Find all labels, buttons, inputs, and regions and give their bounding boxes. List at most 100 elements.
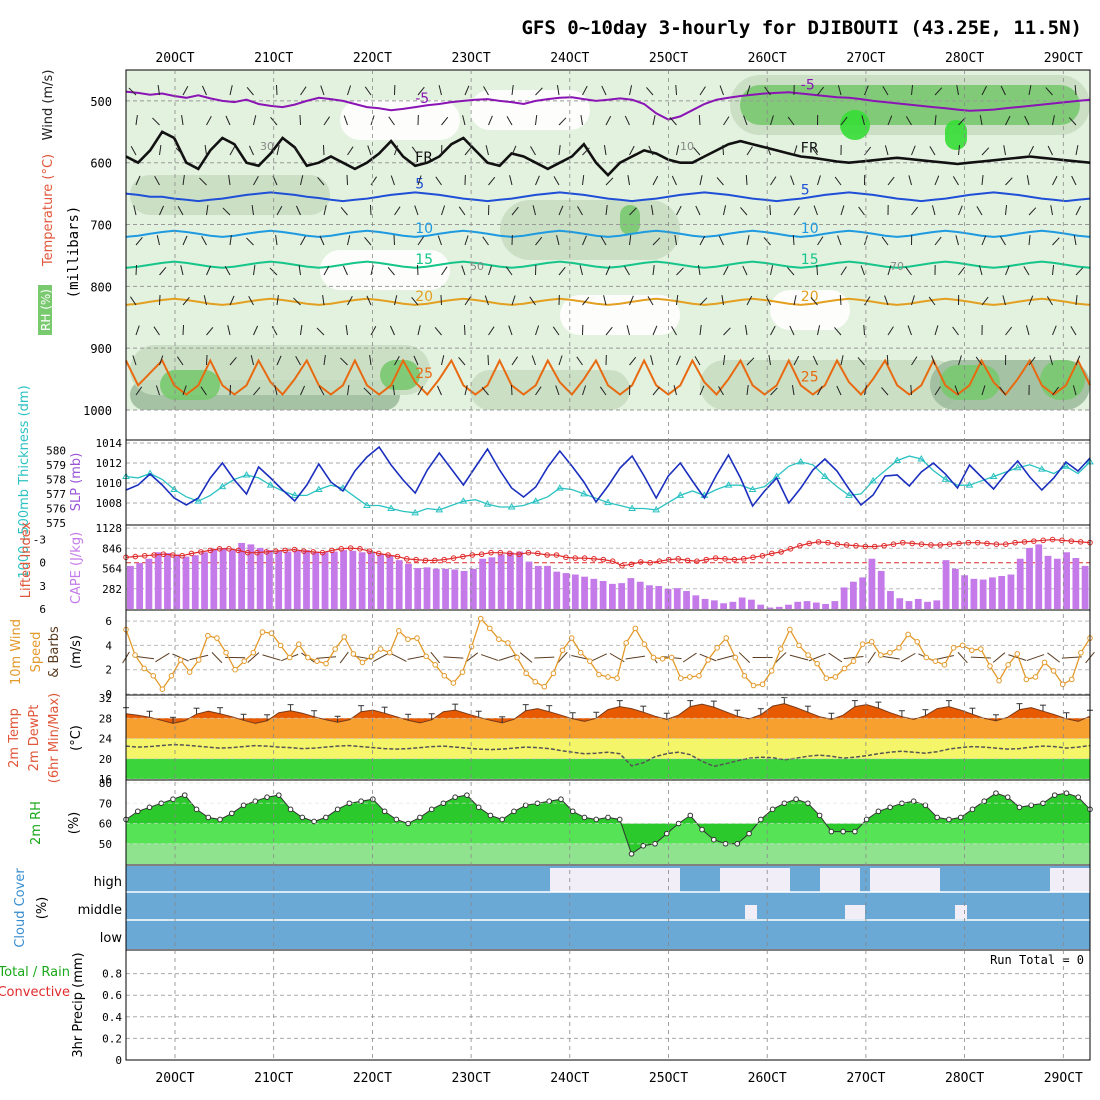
cloud-layer-label: middle — [78, 903, 122, 918]
li-point — [460, 553, 466, 560]
thickness-point — [917, 455, 926, 462]
wind-barb — [1052, 237, 1060, 246]
wind-barb — [699, 235, 706, 246]
rh2-point — [217, 816, 223, 823]
li-point — [712, 555, 719, 561]
cape-bar — [460, 570, 468, 609]
rh2-point — [193, 806, 200, 813]
isotherm-label: FR — [415, 150, 433, 166]
wind-barb — [881, 236, 889, 246]
li-point — [956, 540, 962, 547]
wind10m-point — [759, 681, 766, 688]
li-point — [825, 539, 831, 546]
wind-barb — [132, 355, 137, 366]
cape-bar — [191, 555, 199, 609]
cape-bar — [738, 597, 746, 609]
date-label-bottom: 24OCT — [550, 1071, 589, 1086]
wind-barb — [834, 176, 842, 186]
wind10m-point — [505, 640, 511, 646]
wind-barb — [650, 355, 654, 366]
wind-barb — [769, 204, 771, 216]
wind10m-point — [550, 670, 557, 677]
wind-barb — [461, 265, 466, 276]
rh2-tick-label: 80 — [99, 777, 112, 790]
wind-barb — [531, 355, 536, 366]
cape-bar — [349, 550, 357, 609]
wind-barb — [222, 207, 231, 216]
cape-axis-title: CAPE (J/kg) — [69, 532, 84, 604]
date-label-top: 20OCT — [155, 51, 194, 66]
cape-bar — [358, 552, 366, 609]
cape-bar — [219, 547, 227, 609]
wind-barb — [417, 325, 421, 336]
wind-barb — [648, 145, 654, 156]
wind-barb — [1072, 385, 1077, 396]
wind-barb — [274, 385, 278, 396]
wind-barb — [1075, 205, 1081, 216]
wind-barb — [746, 357, 755, 366]
isotherm-25 — [125, 358, 1091, 397]
li-point — [928, 542, 934, 548]
wind-barb — [646, 87, 654, 96]
wind-barb — [582, 385, 587, 396]
wind-barb — [576, 356, 583, 366]
wind-barb — [253, 265, 256, 276]
wind-barb — [366, 295, 372, 306]
li-point — [675, 556, 681, 562]
cloud-clear-high — [820, 868, 860, 892]
wind-barb — [766, 145, 771, 156]
cloud-axis-title-1: Cloud Cover — [13, 868, 28, 948]
cape-bar — [145, 558, 153, 609]
wind-barb — [275, 235, 278, 246]
wind-barb — [723, 327, 731, 336]
wind-barb — [320, 85, 325, 96]
li-point — [609, 558, 616, 564]
cape-bar — [182, 556, 190, 609]
precip-tick-label: 0.2 — [102, 1032, 122, 1045]
rh2-point — [828, 828, 835, 835]
wind-tick-label: 4 — [105, 639, 112, 652]
wind10m-point — [659, 655, 666, 662]
wind-barb — [535, 115, 538, 126]
date-label-bottom: 29OCT — [1044, 1071, 1083, 1086]
wind10m-point — [932, 658, 939, 664]
wind-barb — [295, 356, 301, 366]
wind10m-barb — [1026, 654, 1045, 662]
wind-barb — [300, 385, 306, 396]
cape-bar — [247, 544, 255, 609]
wind-barb — [532, 205, 536, 216]
date-label-bottom: 21OCT — [254, 1071, 293, 1086]
wind-barb — [837, 85, 842, 96]
thickness-point — [628, 504, 636, 511]
wind-barb — [323, 205, 327, 216]
wind-barb — [133, 205, 137, 216]
wind10m-point — [350, 651, 357, 657]
wind-barb — [206, 265, 212, 276]
li-point — [366, 548, 373, 554]
wind10m-point — [414, 635, 420, 641]
wind-barb — [958, 117, 966, 126]
isotherm-10 — [125, 229, 1091, 238]
wind10m-barb — [519, 652, 533, 663]
li-point — [703, 556, 710, 563]
wind-barb — [817, 86, 825, 96]
wind-barb — [694, 356, 701, 366]
wind10m-point — [959, 642, 966, 649]
li-point — [759, 552, 766, 559]
li-point — [244, 549, 251, 556]
wind-barb — [436, 385, 442, 396]
wind-barb — [1028, 295, 1034, 306]
wind-barb — [905, 266, 912, 276]
wind-barb — [1075, 295, 1078, 306]
wind-barb — [135, 175, 141, 186]
wind10m-point — [787, 626, 793, 633]
wind-barb — [155, 385, 160, 396]
wind-barb — [347, 385, 350, 396]
rh2-point — [957, 814, 964, 821]
li-point — [656, 558, 663, 564]
wind-barb — [863, 324, 865, 336]
cape-bar — [525, 561, 533, 609]
rh2-band-mid — [126, 823, 1090, 844]
wind10m-point — [241, 658, 248, 664]
li-point — [432, 557, 438, 564]
